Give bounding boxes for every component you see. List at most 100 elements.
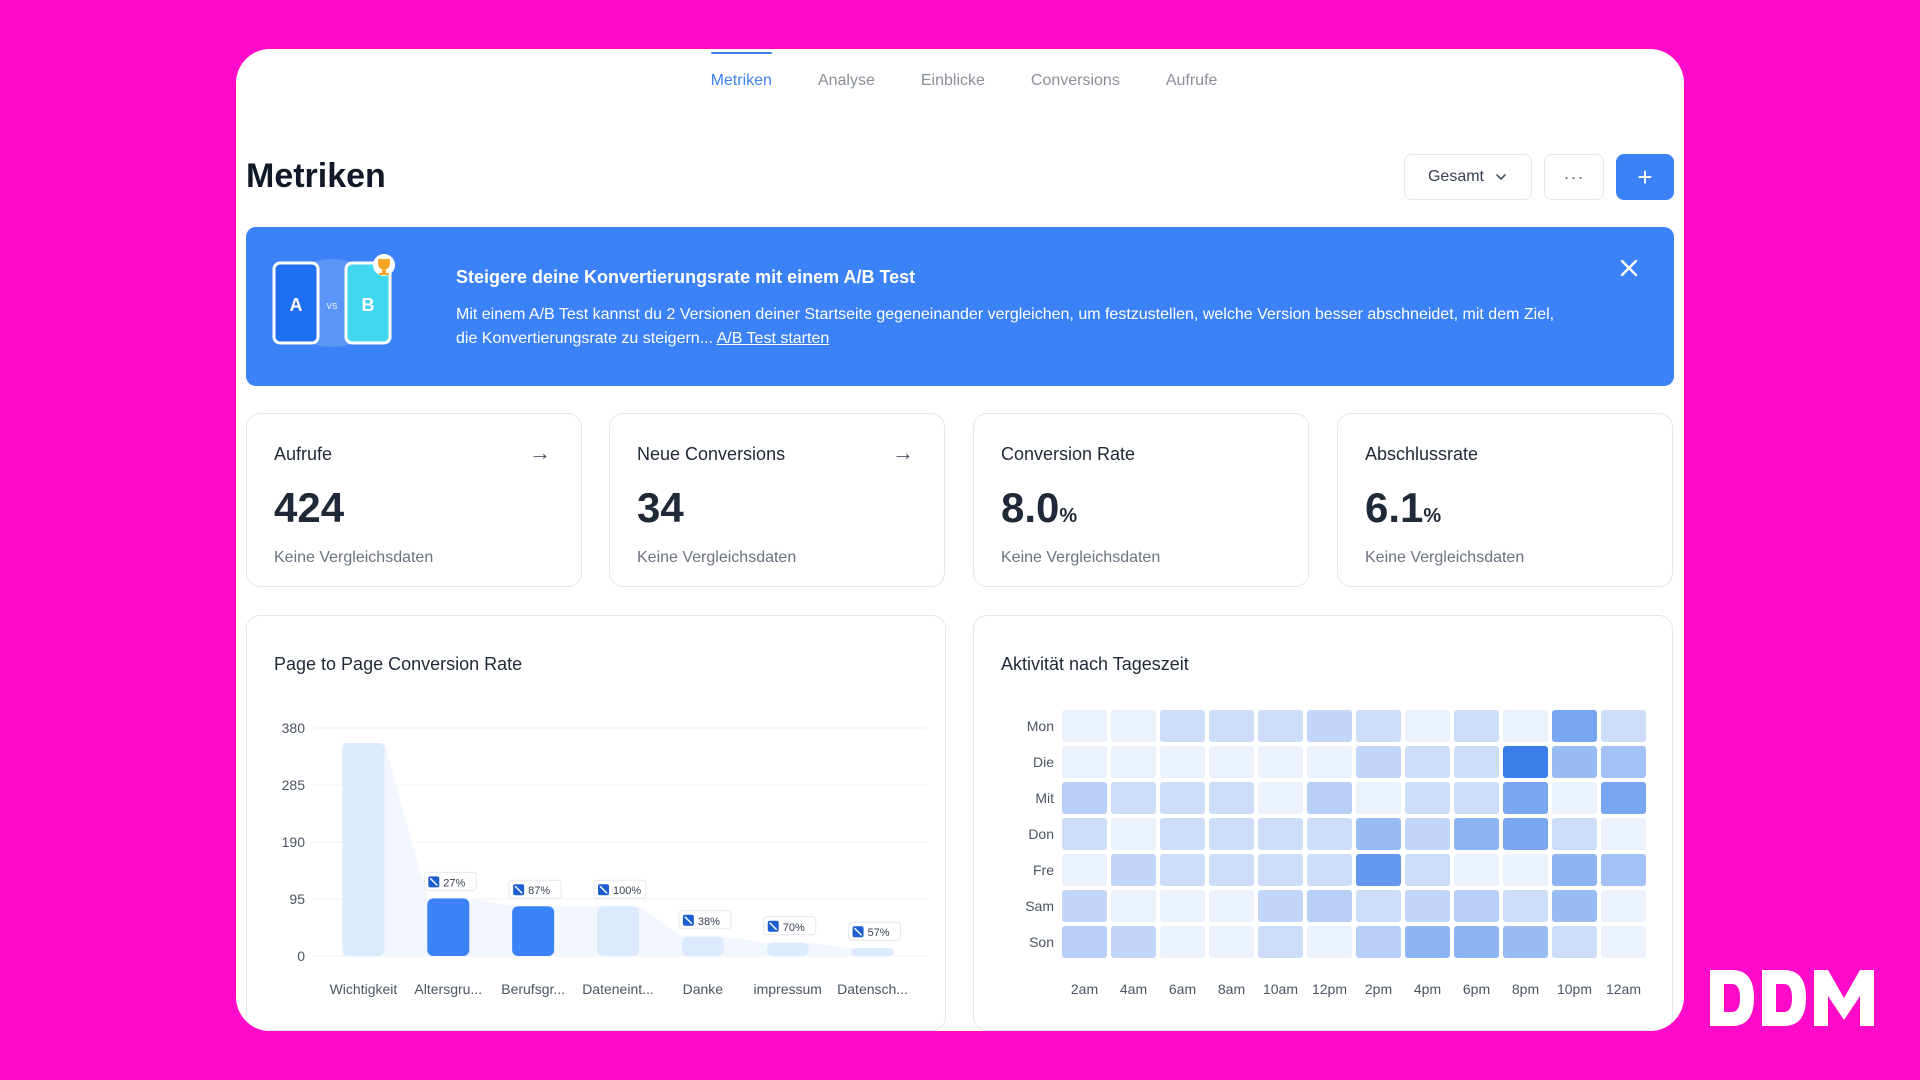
tab-metriken[interactable]: Metriken (710, 49, 773, 129)
tab-einblicke[interactable]: Einblicke (920, 72, 985, 89)
kpi-card-neue-conversions[interactable]: Neue Conversions → 34 Keine Vergleichsda… (609, 413, 945, 587)
heatmap-cell[interactable] (1160, 926, 1205, 958)
heatmap-cell[interactable] (1356, 890, 1401, 922)
heatmap-cell[interactable] (1552, 890, 1597, 922)
heatmap-cell[interactable] (1062, 926, 1107, 958)
heatmap-cell[interactable] (1258, 710, 1303, 742)
heatmap-cell[interactable] (1503, 926, 1548, 958)
heatmap-cell[interactable] (1307, 818, 1352, 850)
heatmap-cell[interactable] (1454, 782, 1499, 814)
heatmap-cell[interactable] (1454, 854, 1499, 886)
heatmap-cell[interactable] (1258, 818, 1303, 850)
heatmap-cell[interactable] (1454, 926, 1499, 958)
heatmap-cell[interactable] (1601, 818, 1646, 850)
bar[interactable] (342, 743, 385, 956)
heatmap-cell[interactable] (1552, 746, 1597, 778)
heatmap-cell[interactable] (1258, 890, 1303, 922)
heatmap-cell[interactable] (1405, 782, 1450, 814)
heatmap-cell[interactable] (1062, 818, 1107, 850)
period-select[interactable]: Gesamt (1404, 154, 1532, 200)
heatmap-cell[interactable] (1307, 854, 1352, 886)
heatmap-cell[interactable] (1258, 854, 1303, 886)
heatmap-cell[interactable] (1405, 818, 1450, 850)
heatmap-cell[interactable] (1062, 890, 1107, 922)
heatmap-cell[interactable] (1405, 926, 1450, 958)
arrow-right-icon[interactable]: → (529, 440, 551, 465)
heatmap-cell[interactable] (1062, 854, 1107, 886)
heatmap-cell[interactable] (1356, 818, 1401, 850)
heatmap-cell[interactable] (1503, 854, 1548, 886)
heatmap-cell[interactable] (1111, 710, 1156, 742)
heatmap-cell[interactable] (1454, 818, 1499, 850)
tab-aufrufe[interactable]: Aufrufe (1165, 72, 1218, 89)
heatmap-cell[interactable] (1160, 746, 1205, 778)
heatmap-cell[interactable] (1111, 890, 1156, 922)
heatmap-cell[interactable] (1160, 890, 1205, 922)
heatmap-cell[interactable] (1356, 854, 1401, 886)
heatmap-cell[interactable] (1552, 782, 1597, 814)
heatmap-cell[interactable] (1601, 746, 1646, 778)
heatmap-cell[interactable] (1405, 710, 1450, 742)
close-icon[interactable] (1616, 255, 1642, 281)
heatmap-cell[interactable] (1601, 854, 1646, 886)
heatmap-cell[interactable] (1503, 746, 1548, 778)
heatmap-cell[interactable] (1111, 818, 1156, 850)
bar[interactable] (512, 906, 555, 956)
bar[interactable] (851, 948, 894, 956)
heatmap-cell[interactable] (1307, 926, 1352, 958)
heatmap-cell[interactable] (1454, 710, 1499, 742)
bar[interactable] (766, 942, 809, 956)
heatmap-cell[interactable] (1552, 926, 1597, 958)
heatmap-cell[interactable] (1405, 854, 1450, 886)
heatmap-cell[interactable] (1111, 926, 1156, 958)
kpi-card-aufrufe[interactable]: Aufrufe → 424 Keine Vergleichsdaten (246, 413, 582, 587)
heatmap-cell[interactable] (1601, 926, 1646, 958)
heatmap-cell[interactable] (1454, 746, 1499, 778)
add-button[interactable]: + (1616, 154, 1674, 200)
heatmap-cell[interactable] (1062, 782, 1107, 814)
arrow-right-icon[interactable]: → (892, 440, 914, 465)
heatmap-cell[interactable] (1552, 710, 1597, 742)
heatmap-cell[interactable] (1209, 854, 1254, 886)
heatmap-cell[interactable] (1405, 746, 1450, 778)
heatmap-cell[interactable] (1503, 818, 1548, 850)
heatmap-cell[interactable] (1258, 926, 1303, 958)
heatmap-cell[interactable] (1307, 782, 1352, 814)
heatmap-cell[interactable] (1258, 782, 1303, 814)
heatmap-cell[interactable] (1307, 746, 1352, 778)
heatmap-cell[interactable] (1160, 782, 1205, 814)
heatmap-cell[interactable] (1160, 854, 1205, 886)
heatmap-cell[interactable] (1111, 854, 1156, 886)
heatmap-cell[interactable] (1209, 890, 1254, 922)
heatmap-cell[interactable] (1209, 782, 1254, 814)
heatmap-cell[interactable] (1601, 890, 1646, 922)
heatmap-cell[interactable] (1405, 890, 1450, 922)
heatmap-cell[interactable] (1209, 818, 1254, 850)
heatmap-cell[interactable] (1356, 782, 1401, 814)
heatmap-cell[interactable] (1356, 746, 1401, 778)
heatmap-cell[interactable] (1601, 710, 1646, 742)
heatmap-cell[interactable] (1111, 782, 1156, 814)
more-options-button[interactable]: ··· (1544, 154, 1604, 200)
bar[interactable] (597, 906, 639, 956)
heatmap-cell[interactable] (1209, 746, 1254, 778)
ab-test-start-link[interactable]: A/B Test starten (716, 330, 830, 347)
tab-analyse[interactable]: Analyse (817, 72, 875, 89)
heatmap-cell[interactable] (1503, 890, 1548, 922)
heatmap-cell[interactable] (1062, 746, 1107, 778)
heatmap-cell[interactable] (1454, 890, 1499, 922)
heatmap-cell[interactable] (1160, 710, 1205, 742)
heatmap-cell[interactable] (1258, 746, 1303, 778)
heatmap-cell[interactable] (1356, 710, 1401, 742)
heatmap-cell[interactable] (1209, 926, 1254, 958)
heatmap-cell[interactable] (1111, 746, 1156, 778)
heatmap-cell[interactable] (1552, 818, 1597, 850)
heatmap-cell[interactable] (1601, 782, 1646, 814)
heatmap-cell[interactable] (1307, 710, 1352, 742)
heatmap-cell[interactable] (1209, 710, 1254, 742)
tab-conversions[interactable]: Conversions (1030, 72, 1120, 89)
heatmap-cell[interactable] (1160, 818, 1205, 850)
heatmap-cell[interactable] (1503, 782, 1548, 814)
heatmap-cell[interactable] (1503, 710, 1548, 742)
heatmap-cell[interactable] (1356, 926, 1401, 958)
